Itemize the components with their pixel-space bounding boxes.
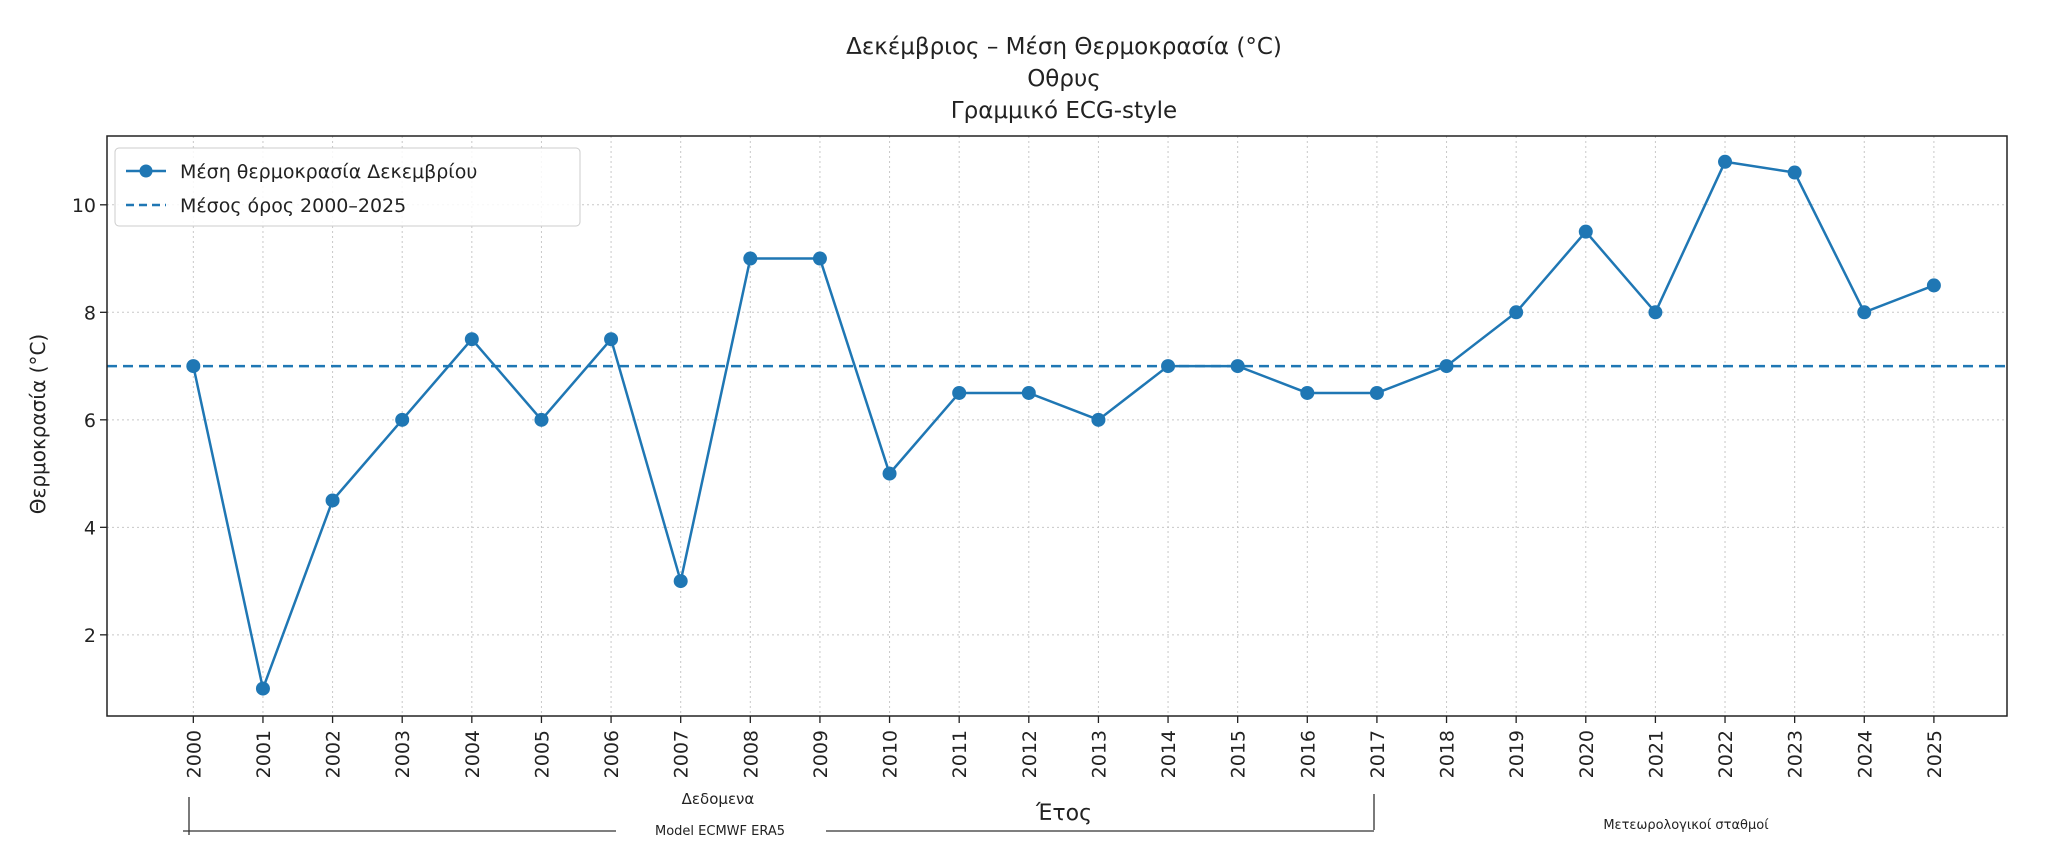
y-tick-label: 10 bbox=[72, 195, 96, 217]
x-tick-label: 2003 bbox=[392, 730, 414, 778]
data-point-2018 bbox=[1439, 359, 1454, 374]
data-point-2008 bbox=[743, 251, 758, 266]
x-tick-label: 2001 bbox=[253, 730, 275, 778]
x-tick-label: 2006 bbox=[601, 730, 623, 778]
x-tick-label: 2010 bbox=[880, 730, 902, 778]
data-point-2025 bbox=[1926, 278, 1941, 293]
data-point-2015 bbox=[1230, 359, 1245, 374]
legend-label-monthly: Μέση θερμοκρασία Δεκεμβρίου bbox=[180, 161, 477, 183]
x-tick-label: 2015 bbox=[1228, 730, 1250, 778]
data-point-2010 bbox=[882, 466, 897, 481]
x-tick-label: 2020 bbox=[1576, 730, 1598, 778]
y-axis: 2 4 6 8 10 bbox=[72, 195, 107, 647]
x-tick-label: 2002 bbox=[323, 730, 345, 778]
chart-title-line-2: Οθρυς bbox=[1027, 66, 1101, 92]
legend-marker-icon bbox=[139, 164, 153, 178]
data-point-2012 bbox=[1021, 385, 1036, 400]
x-tick-label: 2000 bbox=[183, 730, 205, 778]
x-tick-label: 2014 bbox=[1158, 730, 1180, 778]
temperature-line bbox=[192, 160, 1935, 694]
data-point-2004 bbox=[464, 332, 479, 347]
x-tick-label: 2019 bbox=[1506, 730, 1528, 778]
x-tick-label: 2021 bbox=[1645, 730, 1667, 778]
data-point-2022 bbox=[1718, 154, 1733, 169]
y-axis-label: Θερμοκρασία (°C) bbox=[26, 334, 50, 514]
data-point-2001 bbox=[255, 681, 270, 696]
x-tick-label: 2025 bbox=[1924, 730, 1946, 778]
data-point-2006 bbox=[604, 332, 619, 347]
x-tick-label: 2011 bbox=[949, 730, 971, 778]
axes-frame bbox=[106, 135, 2008, 717]
x-tick-label: 2007 bbox=[671, 730, 693, 778]
data-point-2003 bbox=[395, 412, 410, 427]
data-point-2007 bbox=[673, 574, 688, 589]
y-tick-label: 6 bbox=[84, 410, 96, 432]
x-tick-label: 2023 bbox=[1785, 730, 1807, 778]
y-tick-label: 2 bbox=[84, 625, 96, 647]
data-point-2017 bbox=[1369, 385, 1384, 400]
data-point-2009 bbox=[812, 251, 827, 266]
model-range-bracket bbox=[183, 794, 1375, 835]
y-tick-label: 8 bbox=[84, 302, 96, 324]
data-point-2021 bbox=[1648, 305, 1663, 320]
stations-label: Μετεωρολογικοί σταθμοί bbox=[1603, 818, 1769, 833]
model-label: Model ECMWF ERA5 bbox=[655, 824, 785, 839]
y-tick-label: 4 bbox=[84, 517, 96, 539]
x-tick-label: 2013 bbox=[1088, 730, 1110, 778]
x-tick-label: 2016 bbox=[1297, 730, 1319, 778]
data-point-2024 bbox=[1857, 305, 1872, 320]
data-point-2023 bbox=[1787, 165, 1802, 180]
x-tick-label: 2024 bbox=[1854, 730, 1876, 778]
legend: Μέση θερμοκρασία Δεκεμβρίου Μέσος όρος 2… bbox=[114, 147, 581, 227]
data-point-2020 bbox=[1578, 224, 1593, 239]
data-point-2014 bbox=[1161, 359, 1176, 374]
x-axis: 2000 2001 2002 2003 2004 2005 2006 2007 2008 2009… bbox=[183, 716, 1946, 778]
data-point-2000 bbox=[186, 359, 201, 374]
x-tick-label: 2022 bbox=[1715, 730, 1737, 778]
chart-title-line-1: Δεκέμβριος – Μέση Θερμοκρασία (°C) bbox=[846, 34, 1282, 60]
data-source-label: Δεδομενα bbox=[682, 790, 755, 808]
x-axis-label: Έτος bbox=[1035, 801, 1092, 826]
data-point-2016 bbox=[1300, 385, 1315, 400]
x-tick-label: 2017 bbox=[1367, 730, 1389, 778]
chart-title-line-3: Γραμμικό ECG-style bbox=[951, 98, 1177, 124]
x-tick-label: 2012 bbox=[1019, 730, 1041, 778]
data-point-2019 bbox=[1509, 305, 1524, 320]
data-point-2011 bbox=[952, 385, 967, 400]
x-tick-label: 2018 bbox=[1437, 730, 1459, 778]
x-tick-label: 2008 bbox=[740, 730, 762, 778]
data-point-2002 bbox=[325, 493, 340, 508]
x-tick-label: 2009 bbox=[810, 730, 832, 778]
x-tick-label: 2005 bbox=[531, 730, 553, 778]
legend-label-mean: Μέσος όρος 2000–2025 bbox=[180, 195, 406, 217]
x-tick-label: 2004 bbox=[462, 730, 484, 778]
plot-area bbox=[107, 154, 2007, 696]
data-point-2013 bbox=[1091, 412, 1106, 427]
data-point-2005 bbox=[534, 412, 549, 427]
